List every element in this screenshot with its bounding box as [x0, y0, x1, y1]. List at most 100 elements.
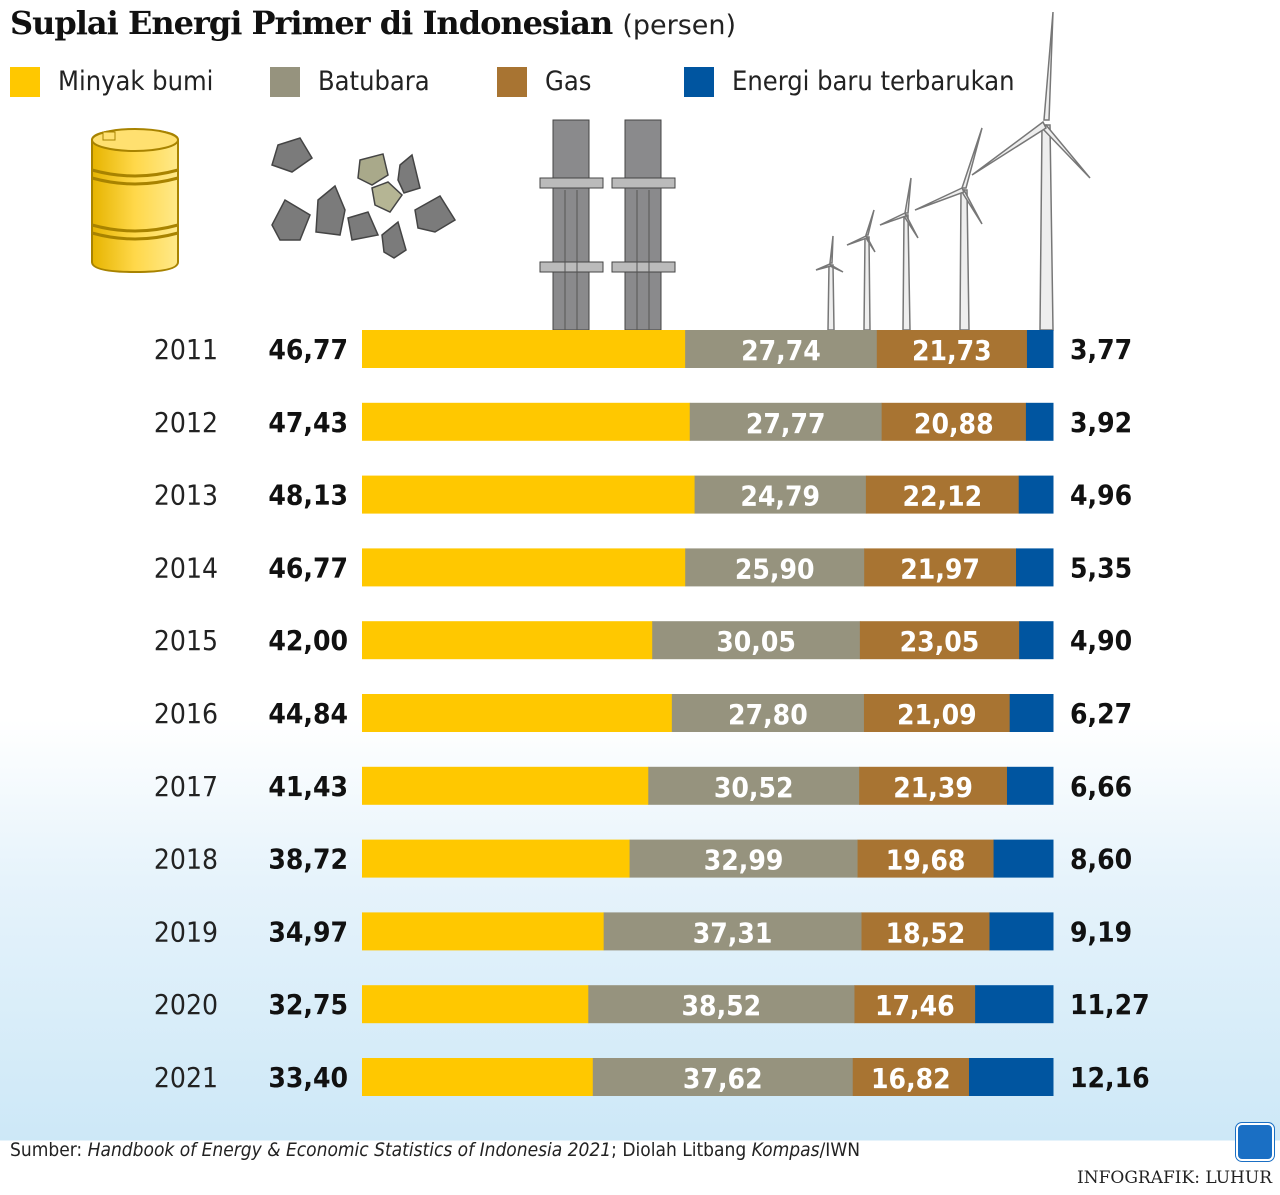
bar-segment-0	[362, 985, 589, 1024]
value-label-ebt: 4,90	[1070, 624, 1132, 657]
source-middle: ; Diolah Litbang	[611, 1139, 752, 1161]
value-label-minyak: 44,84	[268, 697, 348, 730]
coal-icon	[271, 137, 457, 259]
bar-segment-0	[362, 839, 631, 878]
year-label: 2016	[154, 697, 218, 730]
value-label-minyak: 48,13	[268, 479, 348, 512]
chart-title: Suplai Energi Primer di Indonesian (pers…	[10, 4, 736, 42]
bar-segment-2	[876, 330, 1028, 368]
value-label-minyak: 38,72	[268, 843, 348, 876]
value-label-ebt: 8,60	[1070, 843, 1132, 876]
legend-swatch	[10, 66, 40, 97]
value-label-minyak: 34,97	[268, 915, 348, 948]
bar-segment-1	[685, 330, 878, 368]
oil-barrel-icon	[91, 128, 179, 274]
value-label-1: 27,80	[728, 698, 808, 731]
bar-segment-3	[975, 985, 1054, 1024]
bar-segment-2	[852, 1058, 970, 1096]
bar-segment-1	[671, 694, 865, 732]
value-label-ebt: 6,66	[1070, 770, 1132, 803]
bar-segment-1	[694, 475, 867, 514]
legend-swatch	[684, 66, 714, 97]
bars-group: 2011 46,77 27,74 21,73 3,77 2012 47,43 27,77 20,…	[154, 330, 1150, 1096]
value-label-minyak: 33,40	[268, 1061, 348, 1094]
value-label-1: 30,05	[716, 625, 796, 658]
value-label-minyak: 41,43	[268, 770, 348, 803]
value-label-minyak: 42,00	[268, 624, 348, 657]
value-label-1: 25,90	[735, 552, 815, 585]
bar-segment-0	[362, 548, 686, 587]
bar-segment-0	[362, 1058, 594, 1096]
year-label: 2017	[154, 770, 218, 803]
value-label-1: 32,99	[704, 844, 784, 877]
bar-segment-1	[652, 621, 861, 660]
bar-segment-3	[993, 839, 1054, 878]
value-label-2: 23,05	[900, 625, 980, 658]
bar-segment-2	[859, 621, 1020, 660]
value-label-1: 30,52	[714, 771, 794, 804]
bar-segment-1	[629, 839, 859, 878]
value-label-minyak: 46,77	[268, 333, 348, 366]
bar-segment-2	[854, 985, 976, 1024]
bar-segment-2	[863, 694, 1011, 732]
bar-segment-0	[362, 402, 691, 441]
bar-segment-2	[857, 839, 995, 878]
bar-segment-0	[362, 330, 686, 368]
bar-segment-0	[362, 475, 696, 514]
year-label: 2011	[154, 333, 218, 366]
year-label: 2013	[154, 479, 218, 512]
bar-segment-1	[685, 548, 865, 587]
bar-segment-2	[861, 912, 990, 951]
value-label-ebt: 12,16	[1070, 1061, 1150, 1094]
legend-item-gas: Gas	[497, 66, 591, 97]
bar-segment-0	[362, 766, 649, 805]
bar-segment-3	[1025, 402, 1054, 441]
bar-segment-3	[1006, 766, 1054, 805]
source-publisher: Kompas	[751, 1139, 820, 1161]
bar-segment-2	[859, 766, 1008, 805]
bar-segment-0	[362, 621, 653, 660]
bar-segment-3	[989, 912, 1054, 951]
year-label: 2018	[154, 843, 218, 876]
legend-label: Energi baru terbarukan	[732, 66, 1015, 97]
value-label-1: 37,31	[693, 916, 773, 949]
year-label: 2014	[154, 551, 218, 584]
year-label: 2020	[154, 988, 218, 1021]
bar-segment-1	[603, 912, 863, 951]
value-label-2: 21,09	[897, 698, 977, 731]
source-note: Sumber: Handbook of Energy & Economic St…	[10, 1139, 860, 1161]
legend-label: Minyak bumi	[58, 66, 214, 97]
legend-item-minyak: Minyak bumi	[10, 66, 213, 97]
bar-segment-0	[362, 694, 673, 732]
bar-segment-2	[864, 548, 1017, 587]
value-label-ebt: 5,35	[1070, 551, 1132, 584]
value-label-2: 22,12	[902, 480, 982, 513]
value-label-ebt: 3,77	[1070, 333, 1132, 366]
credit: INFOGRAFIK: LUHUR	[1077, 1168, 1272, 1188]
value-label-2: 19,68	[886, 844, 966, 877]
legend-swatch	[497, 66, 527, 97]
value-label-minyak: 47,43	[268, 406, 348, 439]
bar-segment-3	[1019, 621, 1054, 660]
value-label-ebt: 6,27	[1070, 697, 1132, 730]
unit-text: (persen)	[622, 10, 737, 41]
bar-segment-1	[648, 766, 860, 805]
value-label-2: 20,88	[914, 407, 994, 440]
value-label-minyak: 46,77	[268, 551, 348, 584]
value-label-2: 21,39	[893, 771, 973, 804]
bar-segment-1	[689, 402, 883, 441]
bar-segment-0	[362, 912, 605, 951]
value-label-1: 24,79	[740, 480, 820, 513]
legend-swatch	[270, 66, 300, 97]
value-label-1: 38,52	[682, 989, 762, 1022]
value-label-ebt: 4,96	[1070, 479, 1132, 512]
legend-item-ebt: Energi baru terbarukan	[684, 66, 1015, 97]
legend-label: Batubara	[318, 66, 430, 97]
value-label-2: 17,46	[875, 989, 955, 1022]
legend-item-batubara: Batubara	[270, 66, 430, 97]
value-label-minyak: 32,75	[268, 988, 348, 1021]
bar-segment-3	[968, 1058, 1054, 1096]
value-label-ebt: 9,19	[1070, 915, 1132, 948]
year-label: 2012	[154, 406, 218, 439]
